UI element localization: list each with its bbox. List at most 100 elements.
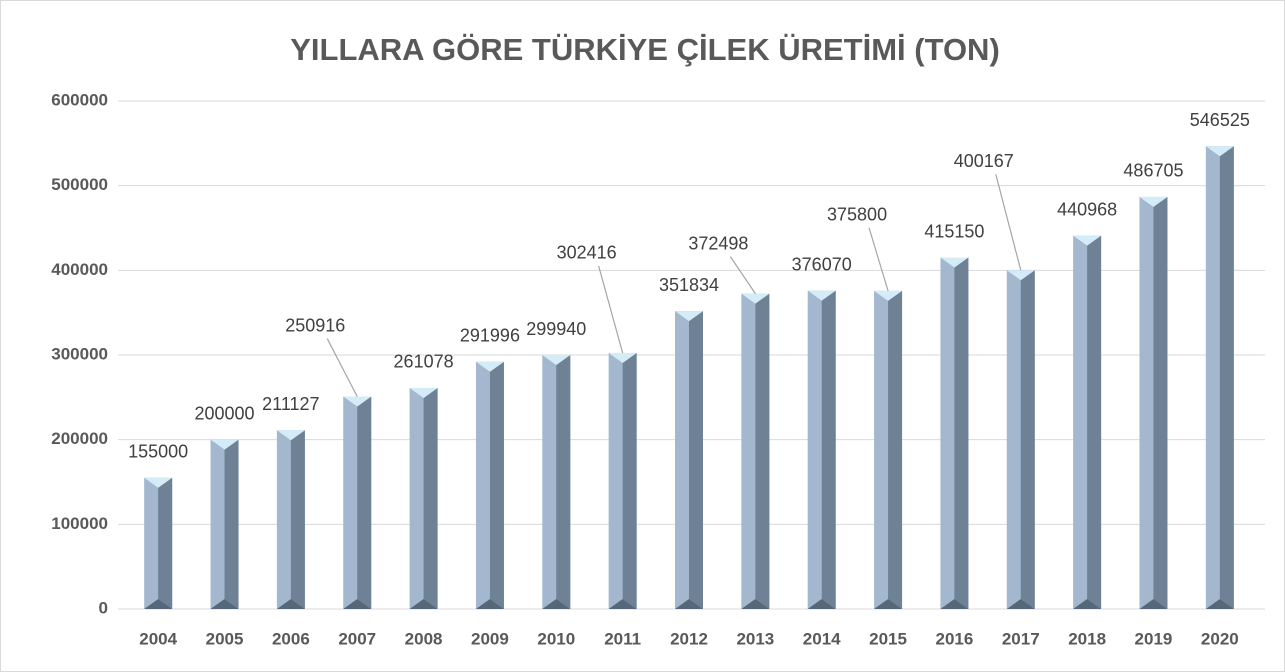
data-label: 486705: [1123, 161, 1183, 181]
data-label: 291996: [460, 326, 520, 346]
x-tick-label: 2012: [670, 629, 708, 648]
bar-face: [542, 599, 571, 609]
bar: [343, 396, 372, 609]
bar-face: [608, 352, 637, 363]
y-tick-label: 500000: [51, 175, 108, 194]
bar: [210, 439, 239, 609]
x-tick-label: 2008: [405, 629, 443, 648]
bar-face: [675, 599, 703, 609]
bar-face: [1139, 196, 1168, 207]
data-label: 211127: [262, 394, 319, 414]
data-label: 440968: [1057, 199, 1117, 219]
bar-face: [475, 599, 504, 609]
data-label: 375800: [827, 205, 887, 225]
bar-face: [1020, 270, 1035, 609]
bar-face: [1087, 235, 1102, 609]
bar-face: [343, 599, 372, 609]
bar-face: [1205, 146, 1234, 157]
bar-face: [144, 477, 173, 488]
x-tick-label: 2005: [206, 629, 244, 648]
data-label: 302416: [557, 243, 617, 263]
bar-face: [622, 352, 637, 609]
bar-face: [1139, 599, 1168, 609]
bar-face: [1073, 599, 1102, 609]
data-label: 261078: [394, 352, 454, 372]
chart-title: YILLARA GÖRE TÜRKİYE ÇİLEK ÜRETİMİ (TON): [290, 32, 1000, 67]
data-label: 415150: [924, 221, 984, 241]
bar-face: [807, 290, 836, 301]
bar-face: [290, 430, 305, 609]
y-tick-label: 200000: [51, 429, 108, 448]
data-label: 155000: [128, 442, 188, 462]
bar: [475, 361, 504, 609]
bar-face: [1006, 270, 1035, 281]
bar: [1006, 270, 1035, 609]
bar-face: [741, 599, 770, 609]
bar: [741, 293, 770, 609]
x-tick-label: 2014: [803, 629, 841, 648]
x-tick-label: 2015: [869, 629, 907, 648]
bar: [874, 290, 903, 609]
bar-face: [874, 290, 903, 301]
leader-line: [868, 227, 889, 291]
x-tick-label: 2016: [935, 629, 973, 648]
bar-face: [874, 599, 903, 609]
bar-face: [689, 311, 703, 609]
bar-face: [475, 361, 504, 372]
leader-line: [598, 265, 624, 354]
x-tick-label: 2009: [471, 629, 509, 648]
bar-face: [210, 599, 239, 609]
bar-face: [1219, 146, 1234, 609]
x-tick-label: 2013: [736, 629, 774, 648]
bar-face: [741, 293, 770, 304]
bar-face: [1006, 599, 1035, 609]
x-tick-label: 2019: [1135, 629, 1173, 648]
data-label: 376070: [792, 254, 852, 274]
y-tick-label: 0: [99, 598, 108, 617]
bar: [409, 387, 438, 609]
leader-line: [729, 256, 756, 294]
x-tick-label: 2004: [139, 629, 177, 648]
bar-face: [357, 396, 372, 609]
bar-face: [556, 355, 571, 609]
bar-face: [542, 355, 571, 366]
leader-line: [326, 338, 358, 397]
x-tick-label: 2006: [272, 629, 310, 648]
bar-face: [755, 293, 770, 609]
bar-face: [608, 599, 637, 609]
bar-face: [210, 439, 239, 450]
data-label: 546525: [1190, 110, 1250, 130]
bar-face: [1205, 599, 1234, 609]
bar-face: [276, 599, 305, 609]
bar-face: [807, 599, 836, 609]
y-tick-label: 600000: [51, 90, 108, 109]
bar-face: [409, 599, 438, 609]
y-tick-label: 300000: [51, 344, 108, 363]
bar: [144, 477, 173, 609]
bar-face: [1153, 196, 1168, 609]
bar-face: [1073, 235, 1102, 246]
bar: [276, 430, 305, 609]
data-label: 250916: [285, 315, 345, 335]
bar-face: [276, 430, 305, 441]
bar-face: [224, 439, 239, 609]
bar: [608, 352, 637, 609]
data-label: 400167: [954, 151, 1014, 171]
bar: [675, 311, 703, 609]
bar-face: [954, 257, 969, 609]
x-tick-label: 2010: [537, 629, 575, 648]
bar-face: [675, 311, 703, 322]
bar: [1073, 235, 1102, 609]
bar-face: [489, 361, 504, 609]
bar: [1205, 146, 1234, 609]
x-tick-label: 2007: [338, 629, 376, 648]
bar-face: [343, 396, 372, 407]
data-label: 372498: [688, 233, 748, 253]
bar-face: [144, 599, 173, 609]
bar-face: [940, 257, 969, 268]
data-label: 200000: [194, 403, 254, 423]
bar: [807, 290, 836, 609]
y-tick-label: 400000: [51, 260, 108, 279]
bar-face: [409, 387, 438, 398]
